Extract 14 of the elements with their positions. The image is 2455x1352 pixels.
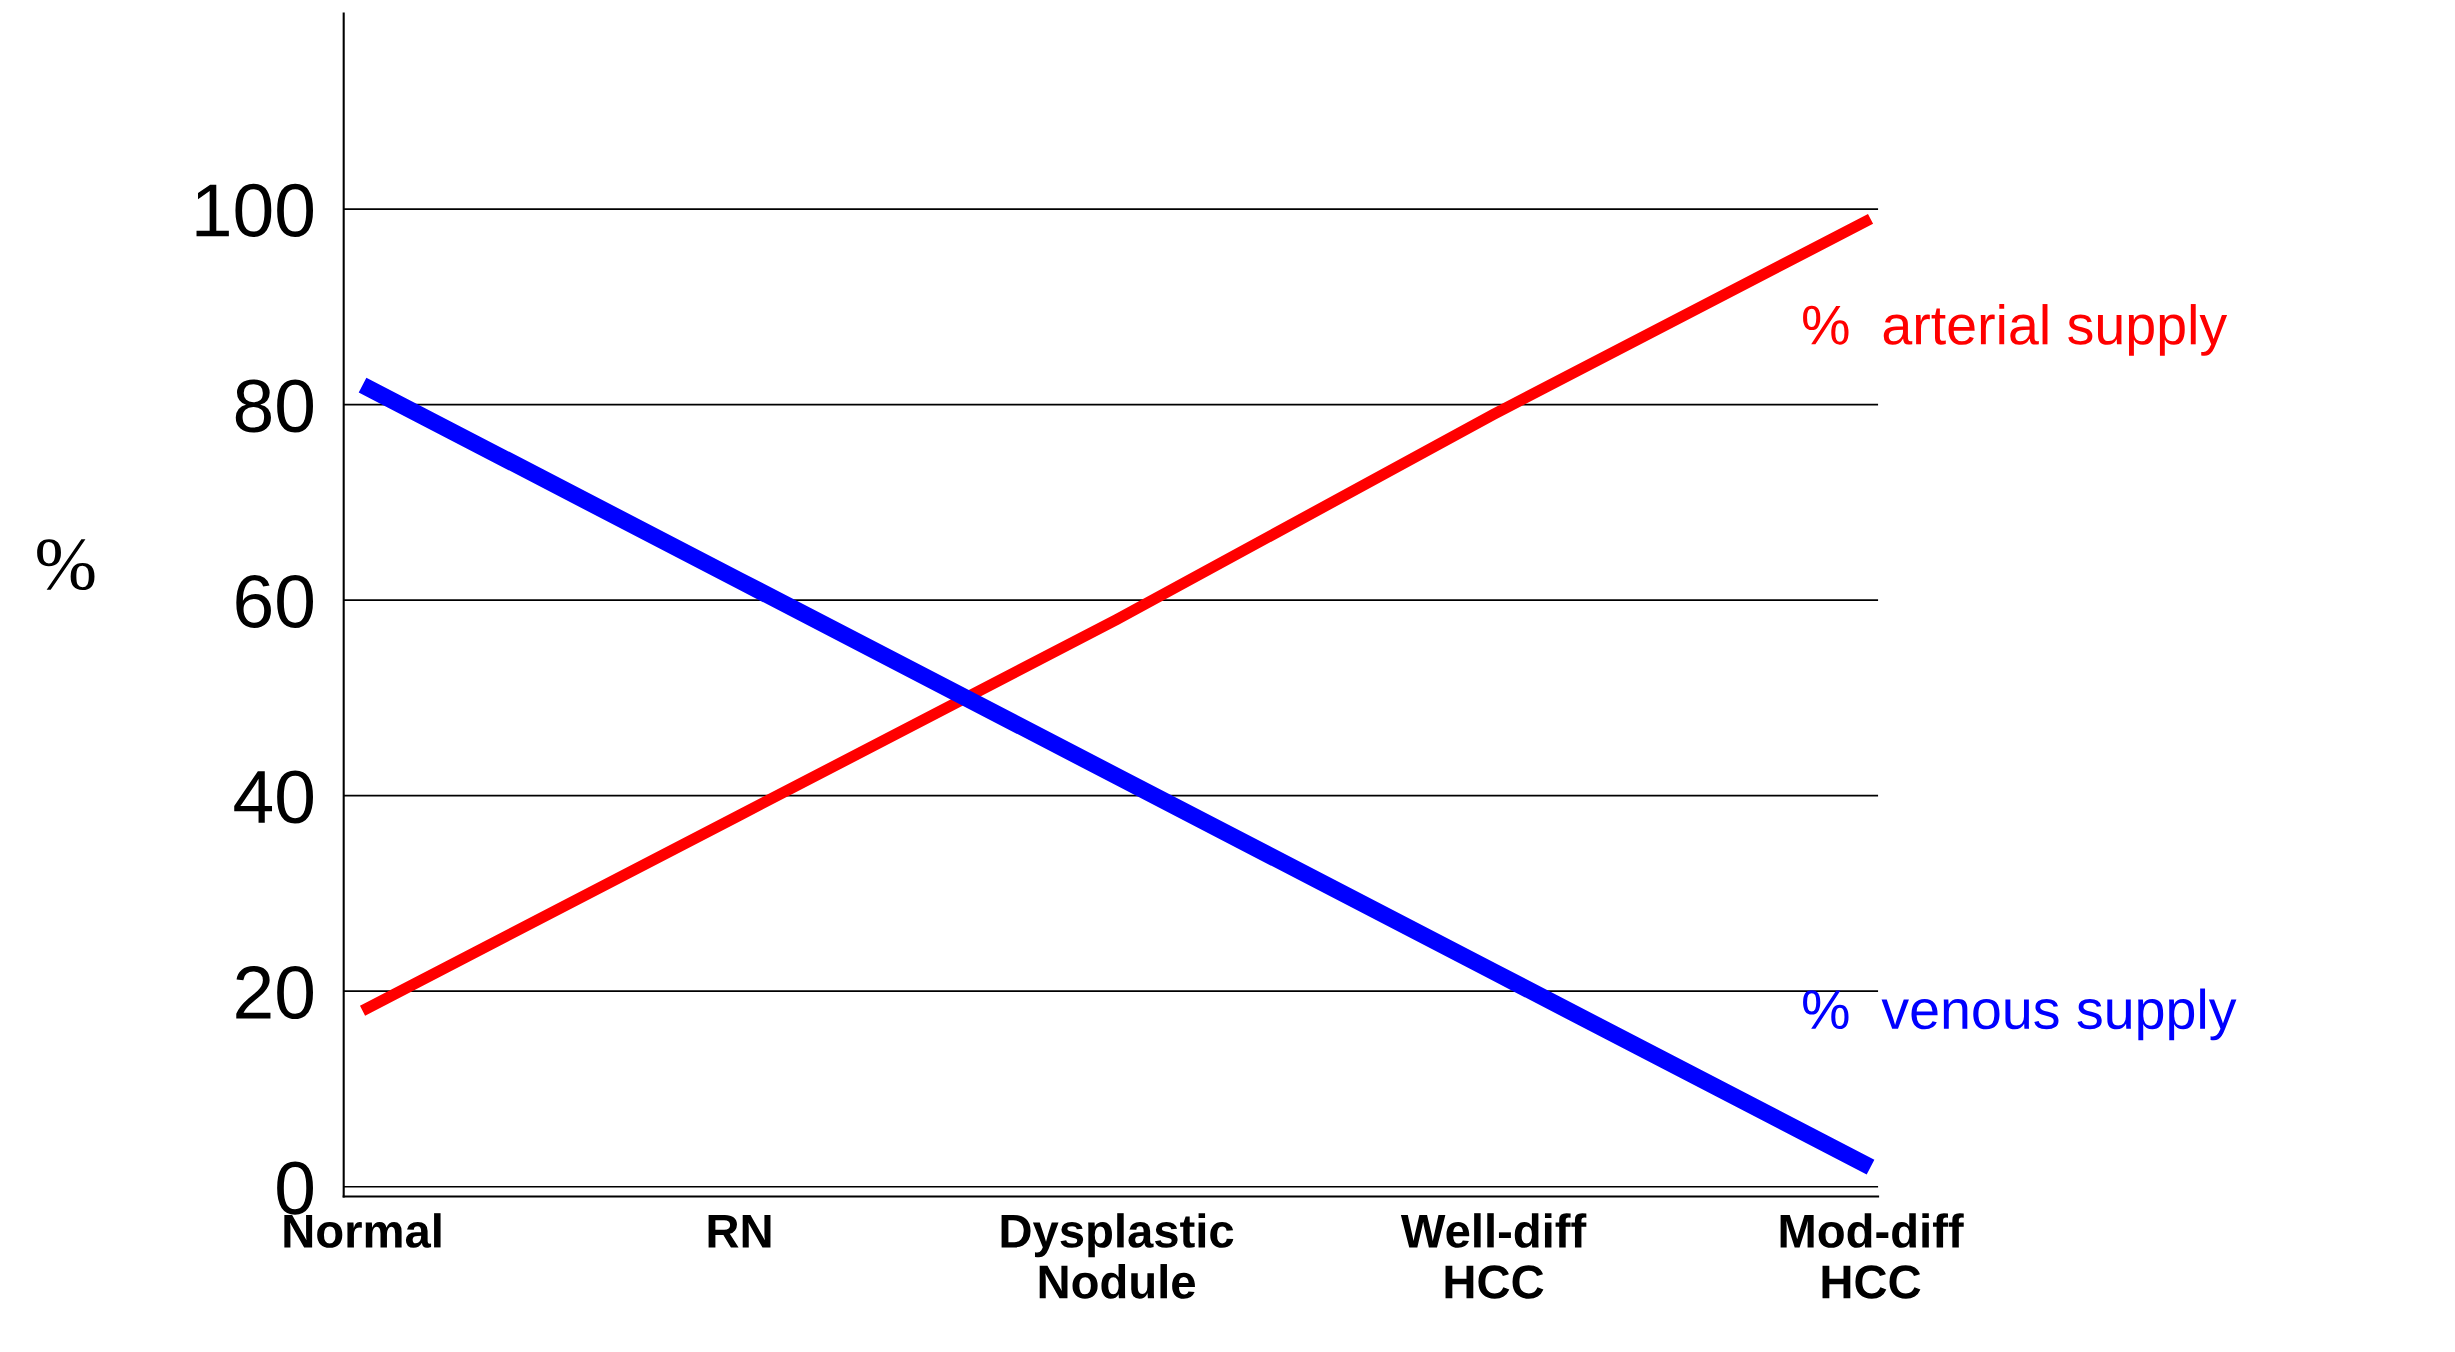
series-label: % arterial supply (1803, 304, 2228, 356)
y-tick-label: 20 (236, 966, 313, 1020)
x-tick-label: Normal (284, 1213, 441, 1248)
x-tick-label: Dysplastic Nodule (1001, 1213, 1234, 1299)
y-tick-label: 40 (234, 770, 313, 824)
y-tick-label: 80 (235, 379, 313, 433)
x-tick-label: RN (708, 1214, 771, 1248)
x-tick-label: Well-diff HCC (1400, 1213, 1587, 1299)
y-tick-label: 100 (196, 183, 313, 237)
series-label: % venous supply (1803, 988, 2237, 1041)
y-tick-label: 0 (277, 1161, 313, 1215)
y-axis-title: % (37, 539, 95, 591)
y-tick-label: 60 (236, 574, 313, 629)
x-tick-label: Mod-diff HCC (1780, 1213, 1964, 1299)
